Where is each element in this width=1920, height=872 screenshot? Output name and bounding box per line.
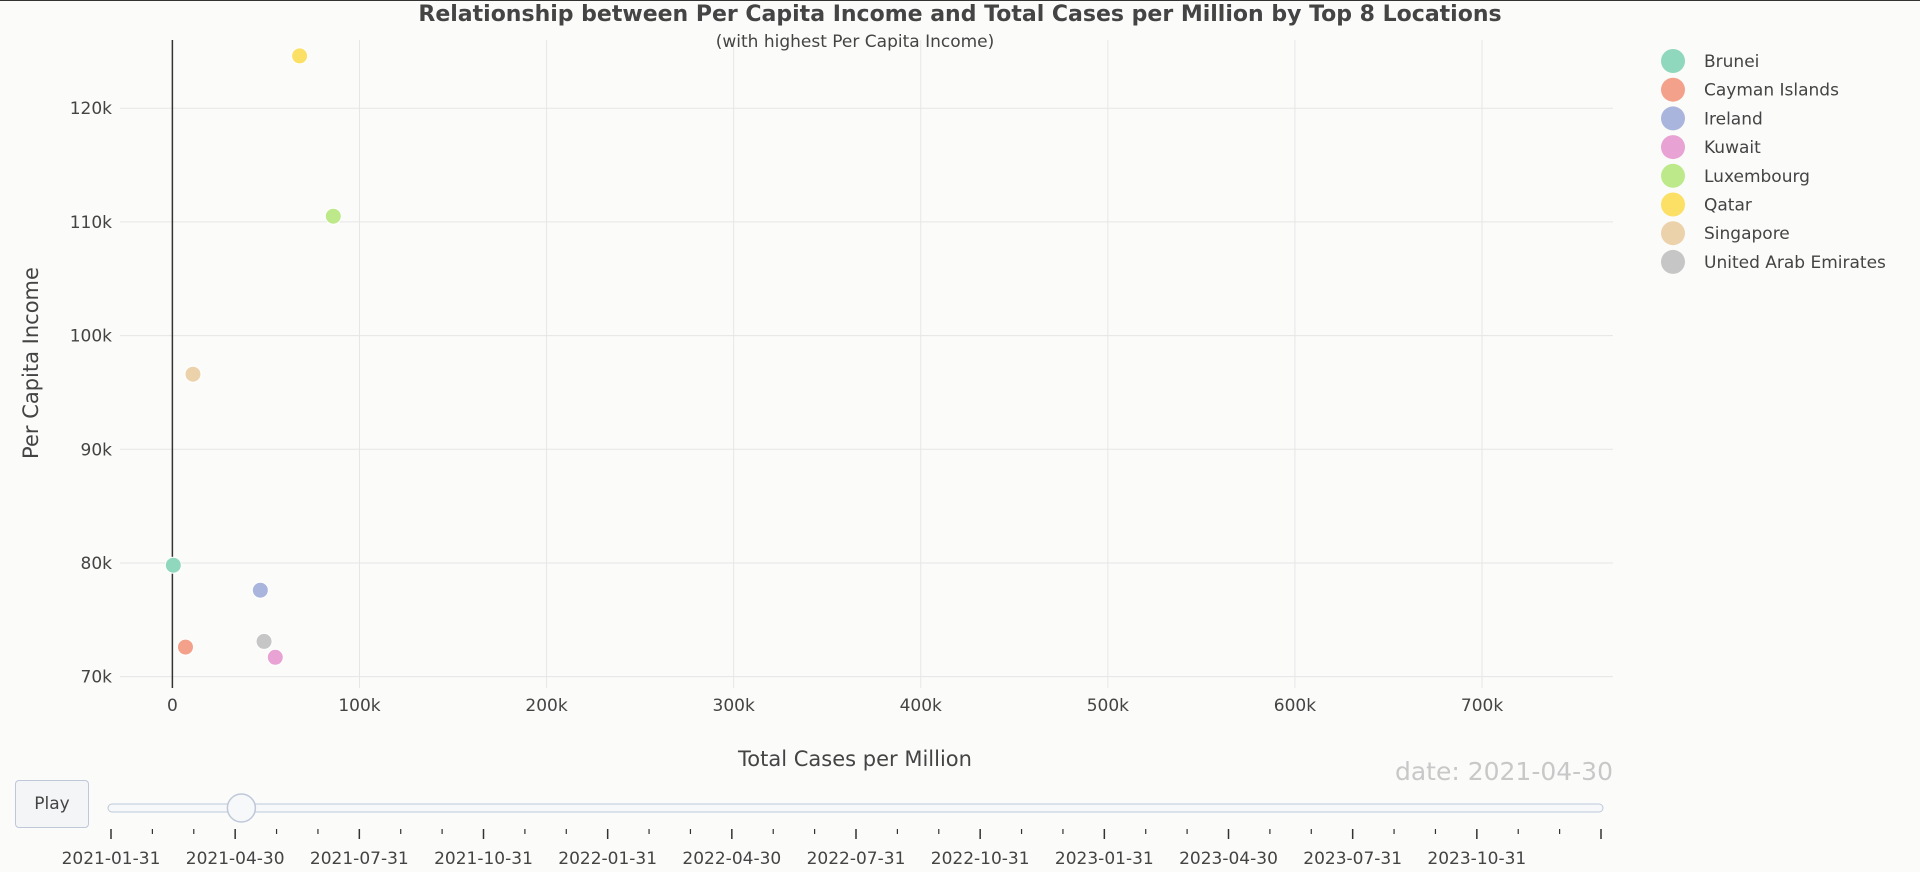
x-axis-title: Total Cases per Million (737, 747, 972, 771)
legend-marker (1661, 221, 1685, 246)
legend-marker (1661, 106, 1685, 131)
x-tick-label: 700k (1461, 696, 1503, 716)
legend-label: Qatar (1704, 196, 1752, 216)
x-tick-label: 500k (1087, 696, 1129, 716)
slider-ticks: 2021-01-31 2021-04-30 2021-07-31 2021-10-31… (62, 829, 1602, 869)
slider-rail[interactable] (107, 803, 1604, 813)
legend-item[interactable]: Ireland (1661, 106, 1763, 131)
x-tick-label: 200k (525, 696, 567, 716)
slider-tick-label[interactable]: 2021-04-30 (186, 849, 285, 869)
slider-handle[interactable] (226, 793, 257, 823)
top-border (0, 0, 1920, 1)
legend-item[interactable]: Brunei (1661, 49, 1759, 73)
y-tick-label: 80k (81, 554, 113, 574)
slider-tick-label[interactable]: 2023-07-31 (1303, 849, 1402, 869)
slider-tick-label[interactable]: 2023-01-31 (1055, 849, 1154, 869)
slider-tick-label[interactable]: 2021-07-31 (310, 849, 409, 869)
legend-item[interactable]: Cayman Islands (1661, 77, 1839, 102)
y-tick-label: 100k (70, 327, 112, 347)
legend-label: Luxembourg (1704, 167, 1810, 187)
legend-label: United Arab Emirates (1704, 253, 1886, 273)
legend-item[interactable]: Singapore (1661, 221, 1790, 246)
legend-label: Singapore (1704, 224, 1790, 244)
x-tick-label: 300k (713, 696, 755, 716)
data-point[interactable] (176, 638, 194, 656)
data-point[interactable] (251, 581, 269, 599)
data-point[interactable] (184, 365, 202, 383)
date-label: date: 2021-04-30 (1395, 757, 1613, 786)
chart-subtitle: (with highest Per Capita Income) (716, 32, 995, 52)
data-point[interactable] (255, 632, 273, 650)
y-tick-label: 120k (70, 99, 112, 119)
legend: Brunei Cayman Islands Ireland Kuwait Luxembo… (1661, 49, 1886, 274)
data-point[interactable] (164, 556, 182, 574)
x-tick-label: 400k (900, 696, 942, 716)
slider-tick-label[interactable]: 2021-01-31 (62, 849, 161, 869)
legend-marker (1661, 192, 1685, 217)
data-point[interactable] (266, 648, 284, 666)
slider-tick-label[interactable]: 2022-07-31 (807, 849, 906, 869)
legend-label: Ireland (1704, 109, 1763, 129)
x-tick-label: 600k (1274, 696, 1316, 716)
legend-label: Kuwait (1704, 138, 1761, 158)
time-slider[interactable]: 2021-01-31 2021-04-30 2021-07-31 2021-10-31… (62, 793, 1604, 869)
x-tick-label: 0 (167, 696, 178, 716)
slider-tick-label[interactable]: 2023-04-30 (1179, 849, 1278, 869)
grid (120, 40, 1613, 688)
data-points (164, 47, 342, 666)
legend-item[interactable]: United Arab Emirates (1661, 249, 1886, 274)
x-tick-label: 100k (338, 696, 380, 716)
axes: 0 100k 200k 300k 400k 500k 600k 700k 70k 80k 90k 10… (70, 40, 1503, 716)
legend-label: Brunei (1704, 52, 1759, 72)
y-tick-label: 90k (81, 440, 113, 460)
slider-tick-label[interactable]: 2022-10-31 (931, 849, 1030, 869)
legend-marker (1661, 249, 1685, 274)
y-tick-label: 110k (70, 213, 112, 233)
y-axis-title: Per Capita Income (19, 267, 43, 459)
legend-marker (1661, 135, 1685, 160)
play-button[interactable]: Play (15, 780, 89, 828)
legend-item[interactable]: Qatar (1661, 192, 1752, 217)
slider-tick-label[interactable]: 2022-04-30 (682, 849, 781, 869)
slider-tick-label[interactable]: 2021-10-31 (434, 849, 533, 869)
chart-title: Relationship between Per Capita Income a… (418, 2, 1501, 27)
legend-item[interactable]: Luxembourg (1661, 163, 1810, 188)
legend-marker (1661, 49, 1685, 73)
legend-label: Cayman Islands (1704, 81, 1839, 101)
legend-marker (1661, 77, 1685, 102)
data-point[interactable] (291, 47, 309, 65)
legend-item[interactable]: Kuwait (1661, 135, 1761, 160)
slider-tick-label[interactable]: 2023-10-31 (1427, 849, 1526, 869)
slider-tick-label[interactable]: 2022-01-31 (558, 849, 657, 869)
data-point[interactable] (324, 207, 342, 225)
legend-marker (1661, 163, 1685, 188)
y-tick-label: 70k (81, 668, 113, 688)
